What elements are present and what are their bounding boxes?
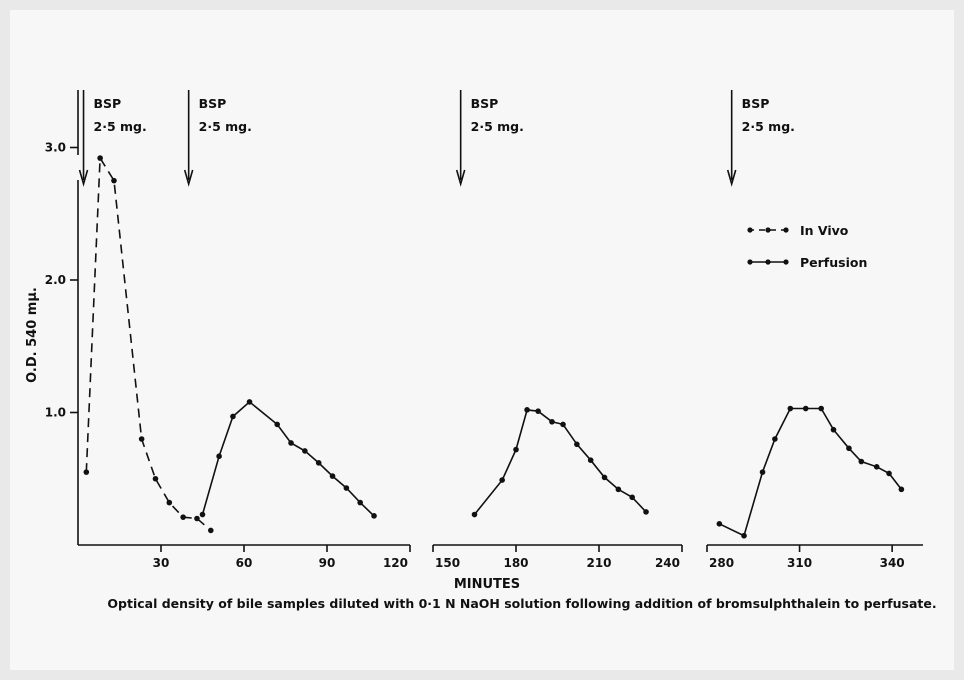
perfusion-point: [886, 470, 892, 477]
perfusion-point: [216, 453, 222, 460]
in-vivo-point: [97, 155, 103, 161]
line-chart: 1.02.03.030 60 90 120 150 180 210 240 280 310 340 …: [25, 90, 937, 611]
perfusion-point: [329, 473, 336, 479]
in-vivo-point: [138, 436, 145, 442]
in-vivo-point: [194, 515, 200, 522]
perfusion-point: [830, 426, 837, 433]
perfusion-point: [302, 448, 308, 454]
bsp-label: BSP: [199, 96, 227, 111]
perfusion-point: [513, 446, 519, 453]
perfusion-point: [615, 486, 622, 493]
perfusion-point: [643, 509, 649, 515]
bsp-label: BSP: [742, 96, 770, 111]
bsp-arrow-head: [726, 169, 737, 187]
x-tick-label: 120: [383, 556, 408, 570]
perfusion-point: [629, 494, 635, 501]
perfusion-point: [741, 532, 747, 539]
in-vivo-line: [85, 155, 212, 532]
in-vivo-point: [111, 177, 117, 184]
perfusion-line: [718, 407, 903, 537]
perfusion-line: [201, 400, 375, 517]
perfusion-point: [274, 421, 281, 428]
legend-perfusion-marker: [747, 259, 753, 265]
perfusion-line: [473, 409, 647, 516]
perfusion-point: [246, 399, 253, 405]
bsp-arrow-head: [455, 169, 466, 187]
legend-perfusion-label: Perfusion: [800, 255, 867, 270]
perfusion-point: [357, 499, 364, 506]
bsp-label: BSP: [94, 96, 122, 111]
in-vivo-point: [208, 527, 214, 534]
bsp-dose-label: 2·5 mg.: [471, 119, 524, 134]
axes: 1.0 2.0 3.0 30 60 90 120 150 180 210 240 280 310 340: [45, 90, 923, 570]
perfusion-point: [549, 418, 555, 425]
perfusion-point: [873, 464, 880, 470]
perfusion-point: [898, 486, 905, 493]
perfusion-point: [759, 469, 766, 475]
in-vivo-point: [152, 475, 159, 482]
bsp-arrow-head: [78, 169, 89, 187]
bsp-arrow-head: [183, 169, 194, 187]
y-tick-label: 1.0: [45, 406, 66, 420]
legend-in-vivo-label: In Vivo: [800, 223, 849, 238]
bsp-dose-label: 2·5 mg.: [94, 119, 147, 134]
perfusion-point: [535, 408, 541, 414]
x-tick-label: 90: [319, 556, 336, 570]
perfusion-point: [315, 460, 322, 466]
perfusion-point: [858, 458, 865, 465]
perfusion-point: [560, 421, 566, 428]
perfusion-point: [574, 441, 580, 448]
x-tick-label: 310: [787, 556, 812, 570]
perfusion-point: [818, 405, 824, 412]
x-tick-label: 340: [880, 556, 905, 570]
figure-caption: Optical density of bile samples diluted …: [107, 596, 936, 611]
bsp-dose-label: 2·5 mg.: [199, 119, 252, 134]
legend: In Vivo Perfusion: [747, 223, 867, 270]
y-tick-label: 3.0: [45, 141, 66, 155]
y-tick-label: 2.0: [45, 273, 66, 287]
perfusion-point: [230, 413, 236, 420]
figure-sheet: 1.0 2.0 3.0 30 60 90 120 150 180 210 240 280 310 340 …: [10, 10, 954, 670]
legend-perfusion-marker: [765, 259, 771, 265]
legend-in-vivo-marker: [783, 227, 789, 233]
in-vivo-point: [180, 514, 186, 520]
perfusion-point: [587, 457, 594, 464]
x-tick-label: 240: [655, 556, 680, 570]
perfusion-point: [343, 485, 350, 491]
bsp-annotations: BSP 2·5 mg. BSP 2·5 mg. BSP 2·5 mg. BSP 2·5 mg.: [78, 90, 795, 187]
perfusion-point: [499, 477, 505, 483]
perfusion-point: [524, 407, 530, 413]
perfusion-point: [199, 511, 206, 518]
series-layer: [83, 155, 905, 539]
bsp-label: BSP: [471, 96, 499, 111]
x-tick-label: 180: [503, 556, 528, 570]
perfusion-point: [772, 436, 778, 442]
x-axis-label: MINUTES: [454, 577, 520, 592]
legend-in-vivo-marker: [765, 227, 771, 233]
perfusion-point: [371, 513, 377, 519]
y-axis-label: O.D. 540 mμ.: [25, 287, 40, 383]
legend-in-vivo-marker: [747, 227, 753, 233]
bsp-dose-label: 2·5 mg.: [742, 119, 795, 134]
perfusion-point: [471, 511, 478, 518]
x-tick-label: 60: [236, 556, 253, 570]
perfusion-point: [787, 405, 794, 412]
perfusion-point: [601, 474, 608, 481]
perfusion-point: [288, 440, 294, 446]
legend-perfusion-marker: [783, 259, 789, 265]
perfusion-point: [846, 445, 852, 452]
x-tick-label: 210: [586, 556, 611, 570]
perfusion-point: [802, 405, 809, 412]
in-vivo-point: [166, 499, 173, 506]
x-tick-label: 280: [709, 556, 734, 570]
x-tick-label: 30: [153, 556, 170, 570]
x-tick-label: 150: [435, 556, 460, 570]
perfusion-point: [716, 521, 723, 527]
in-vivo-point: [83, 469, 90, 475]
